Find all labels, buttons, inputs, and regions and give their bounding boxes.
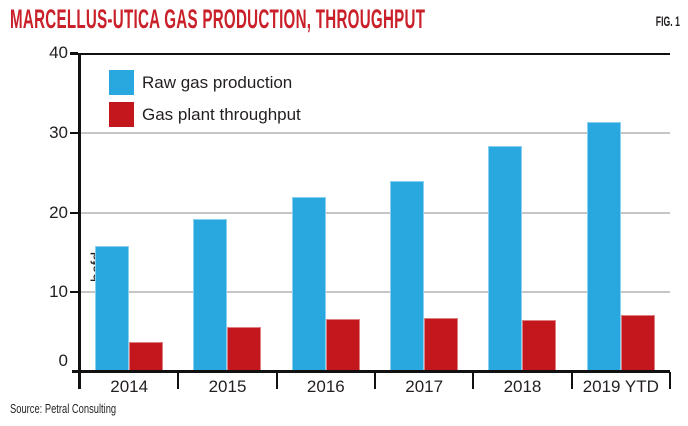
category-group-2015: 2015 [178, 53, 276, 396]
bar-raw-gas-production [488, 145, 523, 372]
bar-raw-gas-production [193, 218, 228, 372]
bar-raw-gas-production [291, 196, 326, 372]
bar-gas-plant-throughput [522, 320, 557, 372]
source-note: Source: Petral Consulting [10, 401, 117, 416]
y-tick-10 [70, 291, 78, 294]
category-group-2014: 2014 [80, 53, 178, 396]
bar-pair [572, 122, 670, 372]
chart-title: MARCELLUS-UTICA GAS PRODUCTION, THROUGHP… [10, 4, 426, 34]
x-boundary-tick [177, 372, 180, 389]
bar-gas-plant-throughput [129, 341, 164, 372]
gridline-30 [80, 131, 670, 134]
legend-label: Raw gas production [142, 72, 293, 92]
y-tick-40 [70, 52, 78, 54]
category-group-2018: 2018 [473, 53, 571, 396]
legend-swatch [109, 70, 134, 95]
category-group-2016: 2016 [277, 53, 375, 396]
y-tick-20 [70, 211, 78, 214]
bar-raw-gas-production [586, 122, 621, 372]
y-tick-label-0: 0 [58, 351, 68, 370]
y-tick-label-40: 40 [49, 43, 68, 62]
gridline-20 [80, 211, 670, 214]
gridline-10 [80, 291, 670, 294]
bar-pair [277, 196, 375, 372]
y-tick-label-30: 30 [49, 122, 68, 142]
x-boundary-tick [669, 372, 671, 389]
top-axis-rule [70, 53, 670, 55]
fig-number-label: FIG. 1 [655, 13, 680, 29]
bar-pair [375, 180, 473, 372]
x-boundary-tick [275, 372, 278, 389]
x-axis-label: 2016 [306, 377, 345, 396]
legend-swatch [109, 102, 134, 127]
bar-gas-plant-throughput [325, 318, 360, 372]
bar-pair [473, 145, 571, 372]
x-boundary-tick [374, 372, 376, 389]
x-boundary-tick [472, 372, 475, 389]
legend-item: Gas plant throughput [109, 102, 301, 127]
x-axis-label: 2015 [208, 377, 247, 396]
x-axis-label: 2019 YTD [582, 377, 659, 396]
bar-pair [80, 246, 178, 372]
bar-raw-gas-production [390, 180, 425, 372]
bar-pair [178, 218, 276, 372]
x-axis-label: 2017 [405, 377, 444, 396]
bar-gas-plant-throughput [227, 326, 262, 372]
bar-raw-gas-production [95, 246, 130, 372]
bar-groups: 2014 2015 2016 2017 2018 2019 YTD [80, 53, 670, 396]
x-boundary-tick [570, 372, 573, 389]
category-group-2017: 2017 [375, 53, 473, 396]
bar-gas-plant-throughput [620, 315, 655, 372]
x-boundary-tick [79, 372, 81, 389]
legend-item: Raw gas production [109, 70, 301, 95]
y-tick-30 [70, 131, 78, 134]
x-axis-label: 2018 [503, 377, 542, 396]
y-tick-label-10: 10 [49, 282, 68, 302]
bar-gas-plant-throughput [424, 317, 459, 372]
legend: Raw gas production Gas plant throughput [109, 70, 301, 127]
y-axis-spine [78, 53, 81, 389]
x-axis-baseline [72, 370, 670, 373]
y-tick-label-20: 20 [49, 202, 68, 222]
legend-label: Gas plant throughput [142, 104, 301, 124]
category-group-2019-ytd: 2019 YTD [572, 53, 670, 396]
x-axis-label: 2014 [110, 377, 149, 396]
